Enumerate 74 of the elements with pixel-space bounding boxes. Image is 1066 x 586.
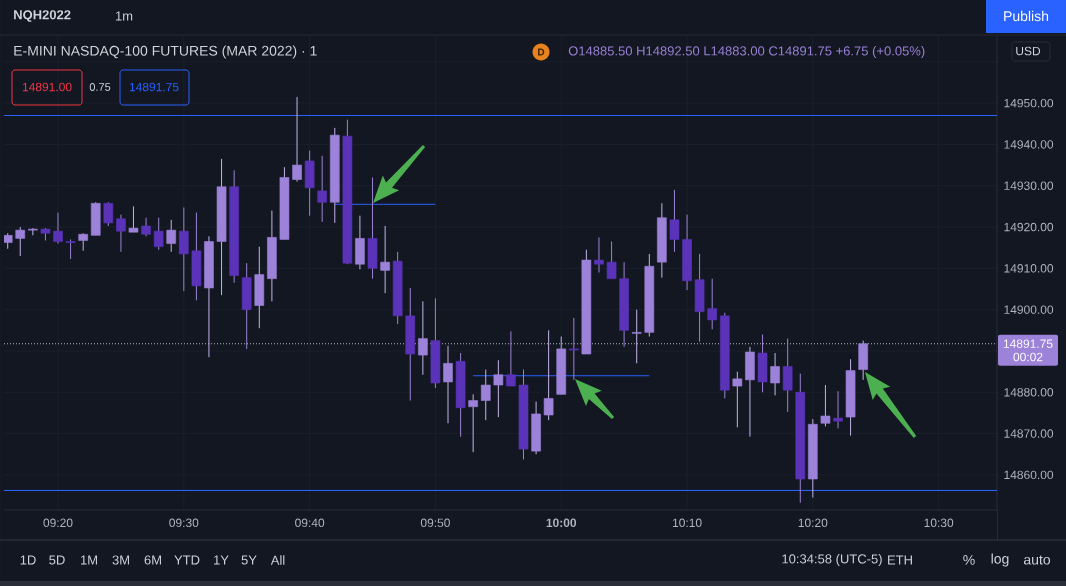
x-tick-label: 09:20 <box>43 518 73 528</box>
y-tick-label: 14900.00 <box>1004 305 1054 314</box>
text: 5D <box>49 555 65 565</box>
candlestick <box>669 189 680 253</box>
text: % <box>963 555 975 565</box>
candlestick <box>506 330 516 387</box>
candlestick <box>166 219 177 253</box>
candlestick <box>782 338 793 413</box>
x-tick-label: 09:40 <box>295 518 325 528</box>
annotation: 14891.75 <box>129 82 179 92</box>
text: 6M <box>144 555 161 565</box>
text: YTD <box>174 555 200 565</box>
candlestick <box>480 369 491 421</box>
x-tick-label: 10:30 <box>924 518 954 528</box>
candlestick <box>317 155 327 223</box>
x-tick-label: 10:00 <box>546 518 577 528</box>
text: 1m <box>115 11 133 21</box>
x-tick-label: 09:50 <box>420 518 450 528</box>
y-tick-label: 14910.00 <box>1004 264 1054 273</box>
y-tick-label: 14880.00 <box>1004 388 1054 397</box>
x-tick-label: 10:20 <box>798 518 828 528</box>
y-tick-label: 14940.00 <box>1004 140 1054 149</box>
candlestick <box>53 212 63 245</box>
candlestick <box>141 217 151 237</box>
text: Publish <box>1004 10 1049 22</box>
x-tick-label: 09:30 <box>169 518 199 528</box>
text: NQH2022 <box>14 10 71 22</box>
text: 5Y <box>241 555 257 565</box>
y-tick-label: 14950.00 <box>1004 98 1054 108</box>
y-tick-label: 14930.00 <box>1004 181 1054 190</box>
y-tick-label: 14920.00 <box>1004 222 1054 232</box>
annotation: 14891.00 <box>22 82 72 92</box>
text: 3M <box>112 555 129 565</box>
candlestick <box>820 384 831 427</box>
text: 1Y <box>214 555 229 565</box>
text: 00:02 <box>1013 352 1043 362</box>
ref-line-label: 14891.75 <box>1003 339 1053 348</box>
candlestick <box>443 345 453 424</box>
candlestick <box>128 205 139 233</box>
y-tick-label: 14860.00 <box>1004 470 1054 480</box>
text: E-MINI NASDAQ-100 FUTURES (MAR 2022) · 1 <box>14 45 317 59</box>
candlestick <box>468 393 478 453</box>
candlestick <box>569 317 579 381</box>
text: log <box>991 553 1009 567</box>
candlestick <box>594 236 604 273</box>
candlestick <box>103 201 114 227</box>
candlestick <box>380 225 390 294</box>
candlestick <box>707 278 718 330</box>
text: 1M <box>80 555 97 565</box>
candlestick <box>543 329 554 421</box>
text: O14885.50 H14892.50 L14883.00 C14891.75 +6.75 (+0.05%) <box>568 45 925 59</box>
candlestick <box>631 309 642 364</box>
candlestick <box>770 352 780 396</box>
candlestick <box>606 241 617 280</box>
x-tick-label: 10:10 <box>672 518 702 528</box>
candlestick <box>292 96 302 183</box>
candlestick <box>153 217 164 251</box>
annotation: 0.75 <box>89 83 111 91</box>
text: auto <box>1023 555 1051 565</box>
text: 10:34:58 (UTC-5) <box>782 553 882 567</box>
text: ETH <box>888 555 912 565</box>
candlestick <box>418 300 428 376</box>
candlestick <box>732 371 743 428</box>
candlestick <box>15 226 26 257</box>
candlestick <box>493 359 504 418</box>
annotation: D <box>538 48 545 56</box>
y-tick-label: 14870.00 <box>1004 429 1054 438</box>
text: All <box>270 555 285 565</box>
candlestick <box>833 390 843 429</box>
candlestick <box>65 238 76 260</box>
candlestick <box>116 214 126 253</box>
candlestick <box>179 206 189 292</box>
text: 1D <box>20 555 36 565</box>
text: USD <box>1016 46 1041 56</box>
